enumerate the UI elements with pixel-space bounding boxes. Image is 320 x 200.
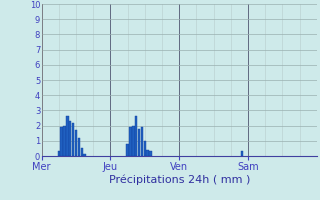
Bar [141, 127, 143, 156]
Bar [60, 127, 63, 156]
Bar [69, 121, 71, 156]
Bar [78, 138, 80, 156]
Bar [135, 116, 137, 156]
Bar [84, 154, 86, 156]
Bar [75, 130, 77, 156]
Bar [144, 141, 146, 156]
Bar [129, 127, 132, 156]
Bar [58, 151, 60, 156]
Bar [81, 148, 83, 156]
Bar [147, 150, 149, 156]
Bar [66, 116, 68, 156]
Bar [138, 129, 140, 156]
Bar [126, 144, 129, 156]
Bar [149, 151, 152, 156]
Bar [72, 123, 74, 156]
Bar [63, 126, 66, 156]
X-axis label: Précipitations 24h ( mm ): Précipitations 24h ( mm ) [108, 174, 250, 185]
Bar [241, 151, 244, 156]
Bar [132, 126, 134, 156]
